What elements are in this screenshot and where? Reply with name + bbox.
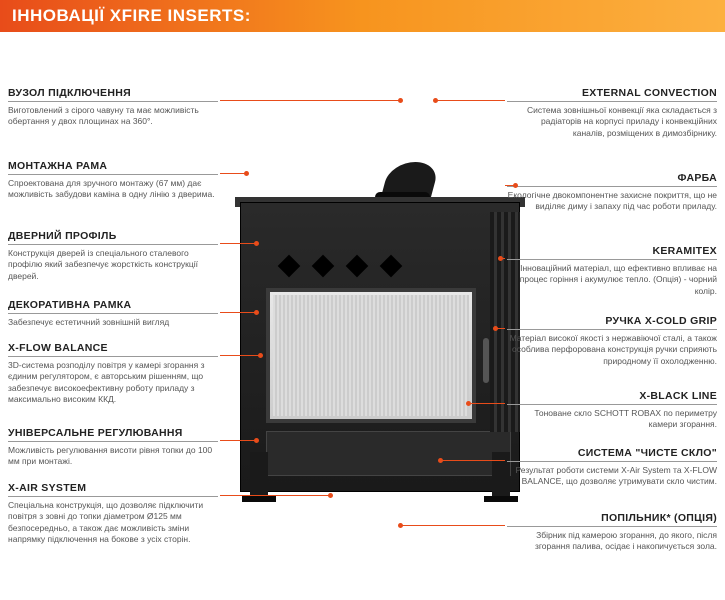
leader-line	[220, 495, 330, 496]
callout-left-5: УНІВЕРСАЛЬНЕ РЕГУЛЮВАННЯ Можливість регул…	[8, 427, 218, 468]
leader-line	[468, 403, 505, 404]
callout-right-0: EXTERNAL CONVECTION Система зовнішньої ко…	[507, 87, 717, 139]
leader-dot	[433, 98, 438, 103]
leader-dot	[254, 438, 259, 443]
callout-text: Конструкція дверей із спеціального стале…	[8, 248, 218, 282]
header-title: ІННОВАЦІЇ XFIRE INSERTS:	[0, 0, 725, 32]
leader-line	[220, 440, 256, 441]
callout-title: X-BLACK LINE	[507, 390, 717, 405]
leader-dot	[498, 256, 503, 261]
leader-line	[400, 525, 505, 526]
leader-dot	[254, 310, 259, 315]
callout-title: EXTERNAL CONVECTION	[507, 87, 717, 102]
leader-dot	[244, 171, 249, 176]
leader-line	[220, 355, 260, 356]
product-illustration	[230, 162, 530, 502]
callout-right-1: ФАРБА Екологічне двокомпонентне захисне п…	[507, 172, 717, 213]
door-handle	[483, 338, 489, 383]
leader-line	[440, 460, 505, 461]
leader-dot	[398, 523, 403, 528]
callout-text: Збірник під камерою згорання, до якого, …	[507, 530, 717, 553]
callout-title: X-AIR SYSTEM	[8, 482, 218, 497]
callout-title: МОНТАЖНА РАМА	[8, 160, 218, 175]
leader-dot	[466, 401, 471, 406]
callout-left-2: ДВЕРНИЙ ПРОФІЛЬ Конструкція дверей із спе…	[8, 230, 218, 282]
diagram-container: ВУЗОЛ ПІДКЛЮЧЕННЯ Виготовлений з сірого ч…	[0, 32, 725, 592]
callout-title: СИСТЕМА "ЧИСТЕ СКЛО"	[507, 447, 717, 462]
callout-left-1: МОНТАЖНА РАМА Спроектована для зручного м…	[8, 160, 218, 201]
leader-dot	[438, 458, 443, 463]
callout-text: Виготовлений з сірого чавуну та має можл…	[8, 105, 218, 128]
callout-right-4: X-BLACK LINE Тоноване скло SCHOTT ROBAX п…	[507, 390, 717, 431]
leader-dot	[258, 353, 263, 358]
callout-text: Спроектована для зручного монтажу (67 мм…	[8, 178, 218, 201]
callout-left-4: X-FLOW BALANCE 3D-система розподілу повіт…	[8, 342, 218, 406]
callout-title: KERAMITEX	[507, 245, 717, 260]
vent-diamonds	[281, 258, 417, 279]
callout-right-3: РУЧКА X-COLD GRIP Матеріал високої якості…	[507, 315, 717, 367]
callout-title: РУЧКА X-COLD GRIP	[507, 315, 717, 330]
leader-dot	[513, 183, 518, 188]
callout-title: X-FLOW BALANCE	[8, 342, 218, 357]
leader-dot	[328, 493, 333, 498]
leader-line	[220, 312, 256, 313]
callout-text: Матеріал високої якості з нержавіючої ст…	[507, 333, 717, 367]
leader-line	[220, 173, 246, 174]
leader-dot	[254, 241, 259, 246]
leader-line	[220, 243, 256, 244]
callout-right-6: ПОПІЛЬНИК* (ОПЦІЯ) Збірник під камерою зг…	[507, 512, 717, 553]
callout-text: Інноваційний матеріал, що ефективно впли…	[507, 263, 717, 297]
callout-text: 3D-система розподілу повітря у камері зг…	[8, 360, 218, 406]
callout-text: Результат роботи системи X-Air System та…	[507, 465, 717, 488]
callout-title: ФАРБА	[507, 172, 717, 187]
callout-title: ПОПІЛЬНИК* (ОПЦІЯ)	[507, 512, 717, 527]
callout-right-5: СИСТЕМА "ЧИСТЕ СКЛО" Результат роботи сис…	[507, 447, 717, 488]
callout-title: УНІВЕРСАЛЬНЕ РЕГУЛЮВАННЯ	[8, 427, 218, 442]
callout-text: Забезпечує естетичний зовнішній вигляд	[8, 317, 218, 328]
callout-left-3: ДЕКОРАТИВНА РАМКА Забезпечує естетичний з…	[8, 299, 218, 328]
leader-dot	[493, 326, 498, 331]
legs	[245, 447, 515, 502]
callout-left-6: X-AIR SYSTEM Спеціальна конструкція, що д…	[8, 482, 218, 546]
leader-dot	[398, 98, 403, 103]
callout-text: Система зовнішньої конвекції яка складає…	[507, 105, 717, 139]
callout-text: Екологічне двокомпонентне захисне покрит…	[507, 190, 717, 213]
leader-line	[435, 100, 505, 101]
callout-title: ДЕКОРАТИВНА РАМКА	[8, 299, 218, 314]
callout-right-2: KERAMITEX Інноваційний матеріал, що ефект…	[507, 245, 717, 297]
callout-text: Спеціальна конструкція, що дозволяє підк…	[8, 500, 218, 546]
glass-window	[266, 288, 476, 423]
callout-title: ДВЕРНИЙ ПРОФІЛЬ	[8, 230, 218, 245]
callout-title: ВУЗОЛ ПІДКЛЮЧЕННЯ	[8, 87, 218, 102]
leader-line	[220, 100, 400, 101]
callout-left-0: ВУЗОЛ ПІДКЛЮЧЕННЯ Виготовлений з сірого ч…	[8, 87, 218, 128]
callout-text: Тоноване скло SCHOTT ROBAX по периметру …	[507, 408, 717, 431]
callout-text: Можливість регулювання висоти рівня топк…	[8, 445, 218, 468]
